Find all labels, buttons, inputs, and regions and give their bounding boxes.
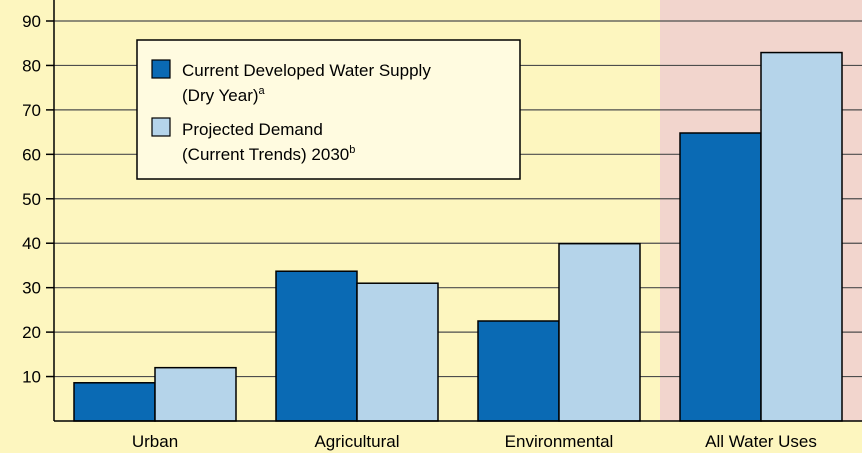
legend-footnote-b: b xyxy=(349,144,355,156)
y-tick-label-70: 70 xyxy=(22,101,41,120)
legend-footnote-a: a xyxy=(259,85,266,97)
y-tick-label-80: 80 xyxy=(22,56,41,75)
y-axis: 10 20 30 40 50 60 70 80 90 xyxy=(22,0,55,421)
x-category-label-environmental: Environmental xyxy=(505,432,614,451)
bar-environmental-series-2 xyxy=(558,242,641,422)
bar-urban-series-2 xyxy=(154,366,237,422)
y-tick-label-60: 60 xyxy=(22,145,41,164)
x-category-label-all-water-uses: All Water Uses xyxy=(705,432,817,451)
bar-agricultural-series-1 xyxy=(275,270,358,422)
bar-agricultural-series-2 xyxy=(356,282,439,422)
legend-swatch-projected-demand xyxy=(151,117,171,137)
y-tick-label-20: 20 xyxy=(22,323,41,342)
legend: Current Developed Water Supply (Dry Year… xyxy=(136,39,521,180)
x-category-label-urban: Urban xyxy=(132,432,178,451)
y-tick-label-40: 40 xyxy=(22,234,41,253)
bar-urban-series-1 xyxy=(73,382,156,422)
legend-label-current-supply-line1: Current Developed Water Supply xyxy=(182,61,431,80)
bar-all-water-uses-series-1 xyxy=(679,132,762,422)
legend-box xyxy=(136,39,521,180)
legend-label-projected-demand-line2: (Current Trends) 2030b xyxy=(182,144,355,164)
y-tick-label-50: 50 xyxy=(22,190,41,209)
legend-label-projected-demand-line1: Projected Demand xyxy=(182,120,323,139)
legend-swatch-current-supply xyxy=(151,59,171,79)
y-tick-label-30: 30 xyxy=(22,279,41,298)
x-category-label-agricultural: Agricultural xyxy=(314,432,399,451)
bar-environmental-series-1 xyxy=(477,320,560,422)
bar-all-water-uses-series-2 xyxy=(760,51,843,422)
bars-group xyxy=(73,51,843,422)
x-axis: Urban Agricultural Environmental All Water … xyxy=(54,420,862,451)
y-tick-label-10: 10 xyxy=(22,368,41,387)
legend-label-current-supply-line2: (Dry Year)a xyxy=(182,85,266,105)
legend-label-projected-demand-line2-text: (Current Trends) 2030 xyxy=(182,145,349,164)
legend-label-current-supply-line2-text: (Dry Year) xyxy=(182,86,259,105)
y-tick-label-90: 90 xyxy=(22,12,41,31)
